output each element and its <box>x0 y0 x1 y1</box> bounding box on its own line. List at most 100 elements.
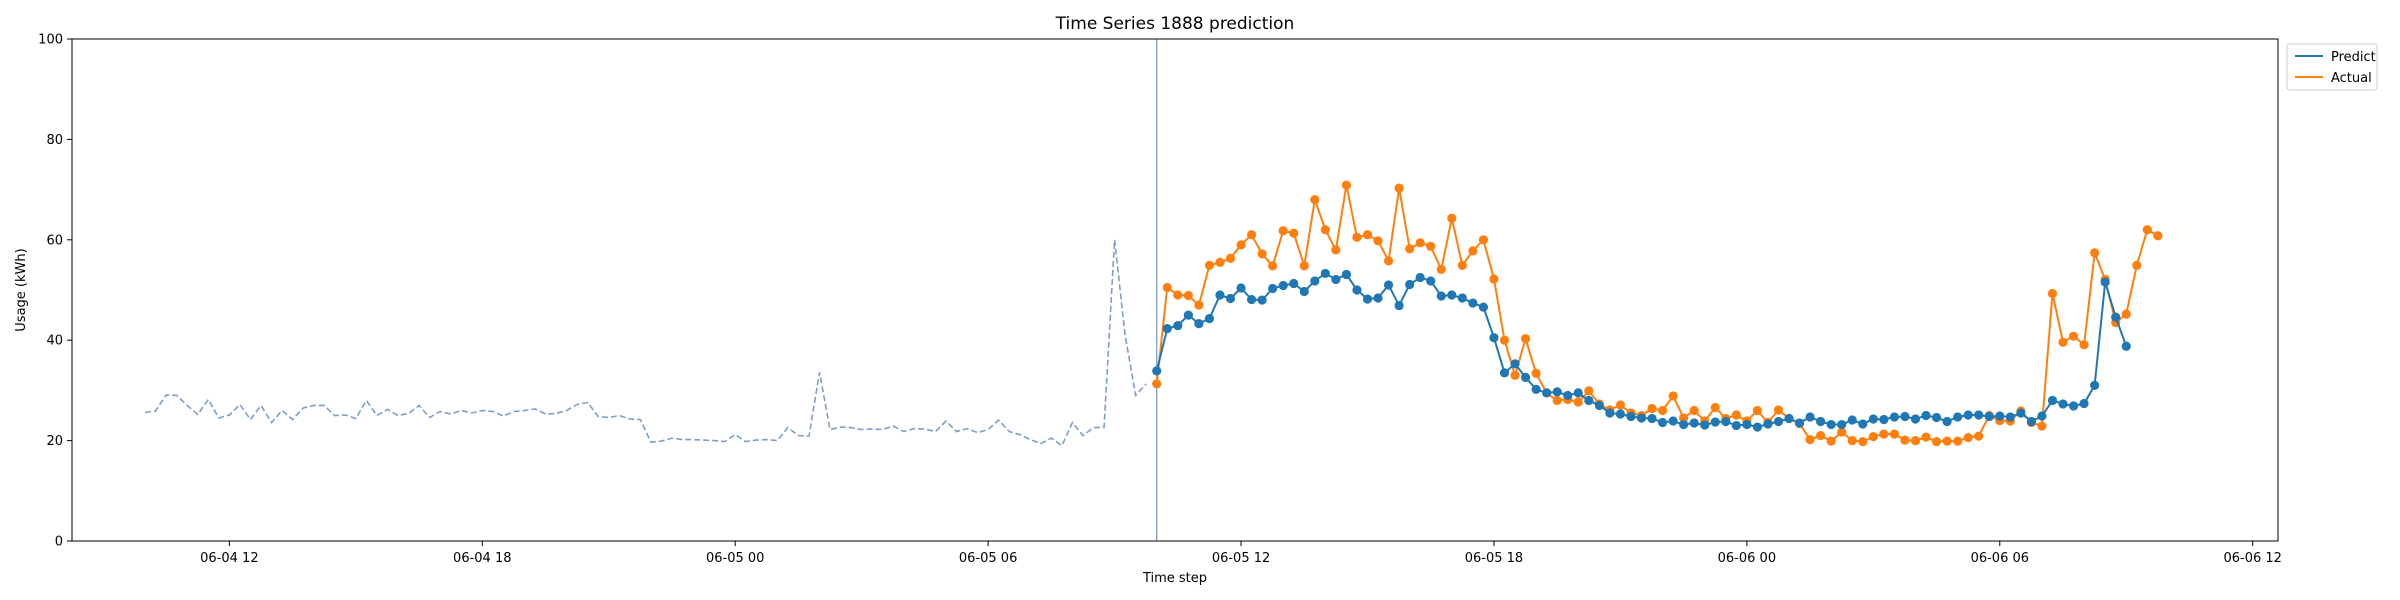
predict-point <box>1921 410 1931 421</box>
actual-point <box>1520 334 1531 344</box>
x-tick-label: 06-05 06 <box>959 551 1017 566</box>
actual-point <box>1921 432 1931 442</box>
predict-point <box>1647 413 1657 424</box>
x-tick-label: 06-06 00 <box>1718 551 1776 566</box>
predict-point <box>2026 416 2037 427</box>
predict-point <box>1289 278 1299 289</box>
actual-point <box>1816 430 1826 441</box>
predict-point <box>1520 372 1531 382</box>
predict-point <box>1225 293 1236 304</box>
actual-point <box>1215 257 1225 267</box>
predict-point <box>1499 368 1510 378</box>
predict-point <box>1162 324 1172 334</box>
actual-point <box>1268 261 1278 271</box>
predict-point <box>1826 419 1836 430</box>
predict-point <box>1362 294 1373 304</box>
predict-point <box>2005 412 2015 422</box>
predict-point <box>2058 399 2068 409</box>
predict-point <box>1794 418 1805 428</box>
actual-point <box>1320 225 1330 235</box>
actual-point <box>1858 437 1868 447</box>
predict-point <box>1405 279 1415 290</box>
y-tick-label: 40 <box>46 334 63 349</box>
actual-point <box>1152 379 1162 389</box>
predict-point <box>2121 341 2131 351</box>
predict-point <box>2111 312 2121 322</box>
actual-point <box>1868 431 1878 442</box>
actual-point <box>1415 238 1425 248</box>
y-tick-label: 100 <box>38 33 63 48</box>
actual-point <box>1341 180 1352 190</box>
predict-point <box>1152 366 1162 376</box>
actual-point <box>1468 246 1478 256</box>
predict-point <box>1689 418 1699 428</box>
actual-point <box>1974 431 1984 441</box>
actual-point <box>1236 240 1246 250</box>
predict-point <box>1679 419 1689 430</box>
actual-point <box>1731 410 1741 420</box>
actual-point <box>2068 331 2079 341</box>
y-tick-label: 60 <box>46 233 63 248</box>
predict-point <box>1510 359 1520 369</box>
predict-point <box>1468 298 1478 308</box>
actual-point <box>1394 183 1404 193</box>
actual-point <box>1362 230 1373 240</box>
predict-point <box>1257 295 1267 305</box>
actual-point <box>1668 391 1678 401</box>
legend-predict-label: Predict <box>2331 50 2376 65</box>
predict-point <box>1910 414 1921 424</box>
x-tick-label: 06-06 12 <box>2223 551 2281 566</box>
legend: Predict Actual <box>2286 43 2378 91</box>
actual-point <box>1447 213 1457 223</box>
predict-point <box>1858 419 1868 429</box>
predict-point <box>1974 410 1984 420</box>
actual-point <box>1331 245 1341 255</box>
predict-point <box>2079 398 2089 409</box>
chart-title: Time Series 1888 prediction <box>1055 14 1295 34</box>
actual-point <box>1953 436 1963 446</box>
actual-point <box>1963 432 1973 443</box>
actual-point <box>1773 405 1784 415</box>
predict-point <box>2090 380 2100 390</box>
actual-point <box>1657 405 1668 416</box>
predict-point <box>1700 420 1710 430</box>
predict-point <box>1953 412 1963 422</box>
predict-point <box>1426 276 1436 286</box>
predict-point <box>1942 416 1952 427</box>
actual-point <box>1478 235 1489 245</box>
actual-point <box>2079 340 2089 350</box>
predict-point <box>1246 294 1257 305</box>
actual-point <box>1931 437 1942 447</box>
actual-point <box>1383 256 1394 266</box>
actual-point <box>1183 290 1193 301</box>
actual-point <box>1847 436 1857 446</box>
x-tick-label: 06-05 12 <box>1212 551 1270 566</box>
predict-point <box>1636 413 1647 423</box>
predict-point <box>1657 417 1668 428</box>
actual-point <box>1710 402 1720 413</box>
predict-point <box>1268 283 1278 294</box>
actual-point <box>2142 225 2152 235</box>
actual-point <box>2121 309 2131 319</box>
actual-point <box>1194 300 1204 310</box>
actual-point <box>1805 435 1815 445</box>
predict-point <box>1331 274 1341 285</box>
predict-point <box>1837 419 1847 430</box>
actual-point <box>1900 435 1910 445</box>
plot-area <box>144 39 2163 541</box>
predict-point <box>1236 283 1246 293</box>
actual-point <box>1510 370 1520 380</box>
predict-point <box>2100 277 2110 287</box>
predict-point <box>1594 400 1604 411</box>
actual-point <box>2132 260 2142 270</box>
actual-point <box>2153 231 2163 241</box>
actual-point <box>2058 337 2068 347</box>
predict-point <box>1394 300 1404 311</box>
x-tick-label: 06-04 12 <box>200 551 258 566</box>
axes: 0 20 40 60 80 100 06-04 12 06-04 18 06-05 00 06-0… <box>38 33 2282 567</box>
predict-point <box>1900 411 1910 422</box>
y-tick-label: 0 <box>55 535 63 550</box>
actual-point <box>1310 195 1320 205</box>
actual-point <box>1489 274 1499 284</box>
predict-point <box>1963 410 1973 420</box>
